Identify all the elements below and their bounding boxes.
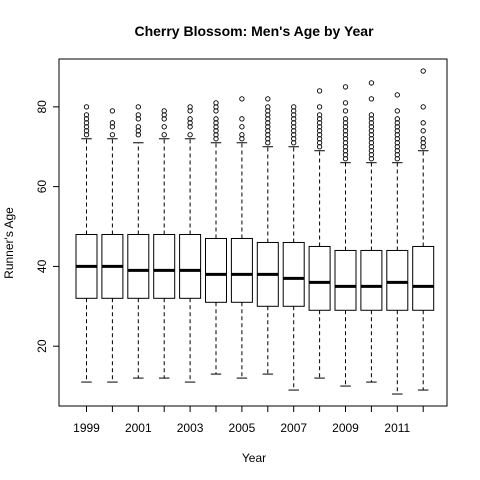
outlier-point bbox=[187, 132, 193, 138]
outlier-point bbox=[368, 112, 375, 118]
outlier-point bbox=[109, 132, 116, 138]
outlier-point bbox=[291, 104, 297, 110]
outlier-point bbox=[135, 124, 141, 130]
box-2011 bbox=[386, 92, 409, 395]
y-axis-label: Runner's Age bbox=[2, 207, 16, 279]
box-2000 bbox=[101, 108, 124, 383]
iqr-box bbox=[179, 233, 202, 299]
iqr-box bbox=[308, 245, 331, 311]
x-tick-label: 2001 bbox=[125, 421, 152, 435]
box-2002 bbox=[153, 108, 176, 379]
outlier-point bbox=[420, 136, 426, 142]
outlier-point bbox=[420, 120, 426, 126]
outlier-point bbox=[83, 112, 90, 118]
outlier-point bbox=[187, 116, 193, 122]
outlier-point bbox=[109, 108, 116, 114]
outlier-point bbox=[239, 124, 245, 130]
x-tick-label: 2003 bbox=[177, 421, 204, 435]
box-2009 bbox=[334, 84, 357, 387]
iqr-box bbox=[282, 241, 305, 307]
outlier-point bbox=[239, 96, 245, 102]
outlier-point bbox=[161, 124, 167, 130]
box-2010 bbox=[360, 80, 383, 383]
outlier-point bbox=[109, 120, 116, 126]
iqr-box bbox=[386, 249, 409, 311]
outlier-point bbox=[368, 96, 375, 102]
iqr-box bbox=[412, 245, 435, 311]
outlier-point bbox=[342, 116, 349, 122]
outlier-point bbox=[239, 132, 245, 138]
chart-title: Cherry Blossom: Men's Age by Year bbox=[134, 23, 374, 39]
outlier-point bbox=[368, 80, 375, 86]
box-2005 bbox=[230, 96, 253, 379]
x-tick-label: 2009 bbox=[332, 421, 359, 435]
outlier-point bbox=[316, 112, 323, 118]
x-axis-label: Year bbox=[242, 451, 266, 465]
boxes bbox=[75, 68, 435, 395]
outlier-point bbox=[187, 104, 193, 110]
y-axis: 20 40 60 80 bbox=[35, 100, 60, 353]
outlier-point bbox=[265, 96, 271, 102]
outlier-point bbox=[420, 68, 426, 74]
y-tick-label: 60 bbox=[35, 180, 49, 194]
iqr-box bbox=[360, 249, 383, 311]
box-2001 bbox=[127, 104, 150, 379]
outlier-point bbox=[394, 116, 400, 122]
y-tick-label: 20 bbox=[35, 339, 49, 353]
box-2006 bbox=[256, 96, 279, 375]
outlier-point bbox=[316, 104, 323, 110]
outlier-point bbox=[161, 132, 167, 138]
outlier-point bbox=[316, 88, 323, 94]
x-tick-label: 1999 bbox=[73, 421, 100, 435]
x-tick-label: 2011 bbox=[384, 421, 410, 435]
box-2012 bbox=[412, 68, 435, 391]
iqr-box bbox=[334, 249, 357, 311]
iqr-box bbox=[153, 233, 176, 299]
outlier-point bbox=[265, 104, 271, 110]
box-2004 bbox=[205, 100, 227, 375]
y-tick-label: 40 bbox=[35, 259, 49, 273]
outlier-point bbox=[394, 108, 400, 114]
outlier-point bbox=[239, 116, 245, 122]
iqr-box bbox=[127, 233, 150, 299]
outlier-point bbox=[83, 104, 90, 110]
outlier-point bbox=[161, 108, 167, 114]
outlier-point bbox=[394, 92, 400, 98]
outlier-point bbox=[135, 112, 141, 118]
iqr-box bbox=[230, 237, 253, 303]
x-tick-label: 2005 bbox=[229, 421, 256, 435]
outlier-point bbox=[342, 84, 349, 90]
box-1999 bbox=[75, 104, 98, 383]
outlier-point bbox=[213, 116, 219, 122]
outlier-point bbox=[420, 104, 426, 110]
plot-frame bbox=[58, 58, 448, 407]
outlier-point bbox=[213, 100, 219, 106]
box-2007 bbox=[282, 104, 305, 391]
x-axis: 1999 2001 2003 2005 2007 2009 2011 bbox=[73, 405, 424, 435]
iqr-box bbox=[205, 237, 227, 303]
outlier-point bbox=[420, 128, 426, 134]
box-2008 bbox=[308, 88, 331, 379]
outlier-point bbox=[342, 108, 349, 114]
y-tick-label: 80 bbox=[35, 100, 49, 114]
x-tick-label: 2007 bbox=[280, 421, 307, 435]
outlier-point bbox=[135, 104, 141, 110]
box-2003 bbox=[179, 104, 202, 383]
outlier-point bbox=[342, 100, 349, 106]
